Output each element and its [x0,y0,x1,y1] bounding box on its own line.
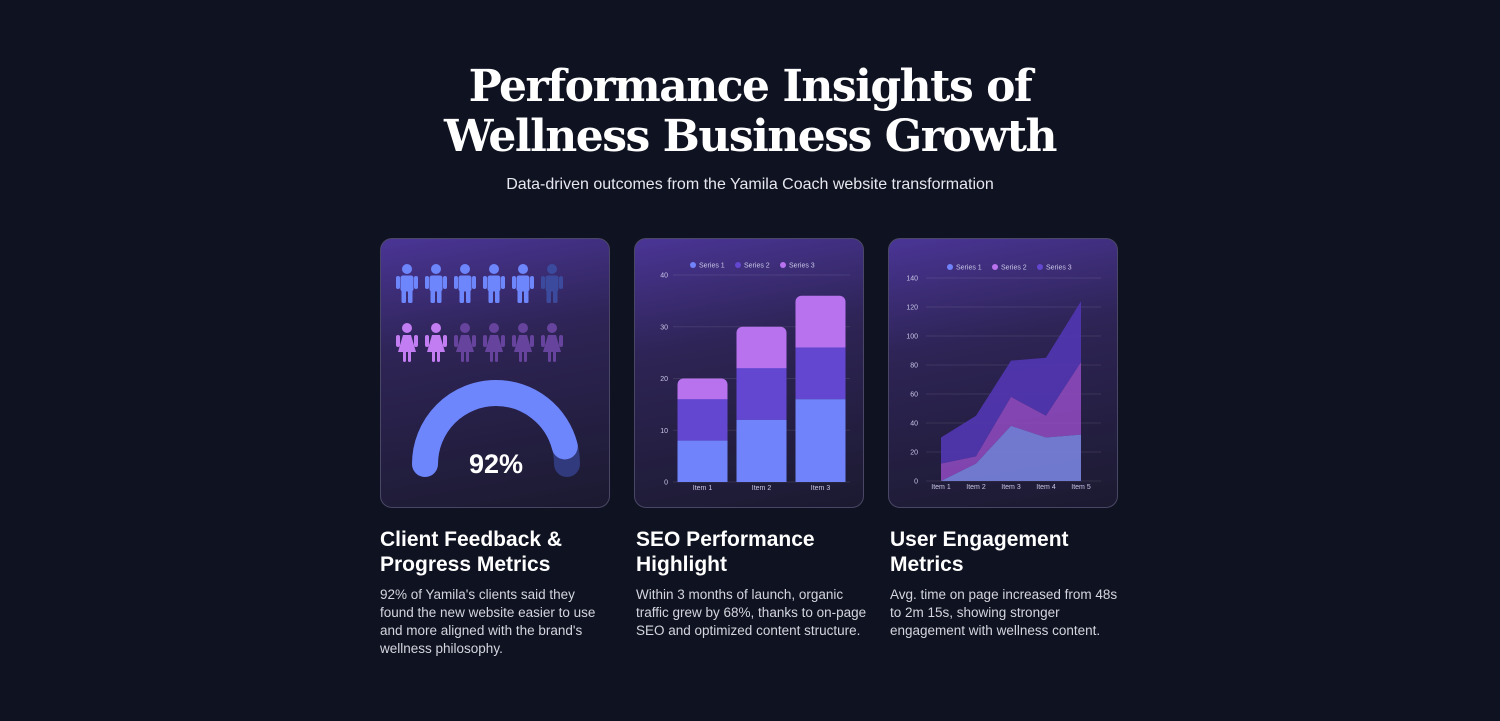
feedback-chart-card: 92% [380,238,610,508]
bar-segment [677,378,728,406]
male-figure-icon [541,264,563,303]
y-tick-label: 20 [910,450,918,457]
card-text-engagement: Avg. time on page increased from 48s to … [890,587,1118,638]
area-series [941,301,1081,464]
bar-segment [736,326,787,375]
bar-segment [795,295,846,354]
y-tick-label: 0 [664,480,668,487]
x-tick-label: Item 2 [966,484,986,491]
bar-segment [795,399,846,482]
bar-stack [736,326,787,482]
legend-marker [780,262,786,268]
x-tick-label: Item 1 [693,485,713,492]
bar-segment [677,440,728,482]
male-figure-icon [512,264,534,303]
legend-label: Series 1 [956,265,982,272]
bar-stack [677,378,728,482]
legend-marker [690,262,696,268]
legend-marker [1037,264,1043,270]
legend-label: Series 3 [1046,265,1072,272]
y-tick-label: 0 [914,479,918,486]
male-figure-icon [483,264,505,303]
engagement-area-chart: 0 20 40 60 80 100 120 140 Series 1 Series 2 Series… [906,264,1101,491]
card-title-engagement: User Engagement Metrics [890,528,1069,576]
x-tick-label: Item 3 [811,485,831,492]
x-tick-label: Item 3 [1001,484,1021,491]
y-tick-label: 30 [660,324,668,331]
page-subtitle: Data-driven outcomes from the Yamila Coa… [506,176,994,193]
female-figure-icon [425,323,447,362]
page-title-line2: Wellness Business Growth [444,111,1057,162]
x-tick-label: Item 5 [1071,484,1091,491]
y-tick-label: 80 [910,363,918,370]
legend-label: Series 3 [789,263,815,270]
female-figure-icon [541,323,563,362]
bar-segment [795,347,846,400]
area-series [941,362,1081,481]
x-tick-label: Item 1 [931,484,951,491]
page-title-line1: Performance Insights of [468,61,1033,112]
y-tick-label: 40 [660,273,668,280]
card-title-feedback: Client Feedback & Progress Metrics [380,528,563,576]
bar-segment [736,419,787,482]
y-tick-label: 40 [910,421,918,428]
bar-segment [736,368,787,420]
male-figure-icon [425,264,447,303]
card-text-feedback: 92% of Yamila's clients said they found … [380,587,596,656]
seo-bar-chart: 0 10 20 30 40 Series 1 Series 2 Series 3 Item 1 I… [660,262,850,492]
feedback-pictogram-chart: 92% [396,264,580,479]
x-tick-label: Item 2 [752,485,772,492]
page-title: Performance Insights of Wellness Busines… [0,62,1500,162]
female-figure-icon [396,323,418,362]
y-tick-label: 60 [910,392,918,399]
y-tick-label: 20 [660,376,668,383]
y-tick-label: 100 [906,334,918,341]
bar-stack [795,295,846,482]
gauge-value-label: 92% [469,449,523,479]
legend-label: Series 2 [744,263,770,270]
y-tick-label: 140 [906,276,918,283]
y-tick-label: 120 [906,305,918,312]
legend-label: Series 2 [1001,265,1027,272]
legend-marker [735,262,741,268]
bar-segment [677,399,728,441]
legend-marker [947,264,953,270]
card-title-seo: SEO Performance Highlight [636,528,815,576]
male-figure-icon [454,264,476,303]
x-tick-label: Item 4 [1036,484,1056,491]
y-tick-label: 10 [660,428,668,435]
engagement-chart-card: 0 20 40 60 80 100 120 140 Series 1 Series 2 Series… [888,238,1118,508]
female-figure-icon [512,323,534,362]
female-figure-icon [483,323,505,362]
female-figure-icon [454,323,476,362]
male-figure-icon [396,264,418,303]
legend-label: Series 1 [699,263,725,270]
gauge-fill [412,380,580,477]
card-text-seo: Within 3 months of launch, organic traff… [636,587,867,638]
seo-chart-card: 0 10 20 30 40 Series 1 Series 2 Series 3 Item 1 I… [634,238,864,508]
area-series [941,425,1081,481]
legend-marker [992,264,998,270]
